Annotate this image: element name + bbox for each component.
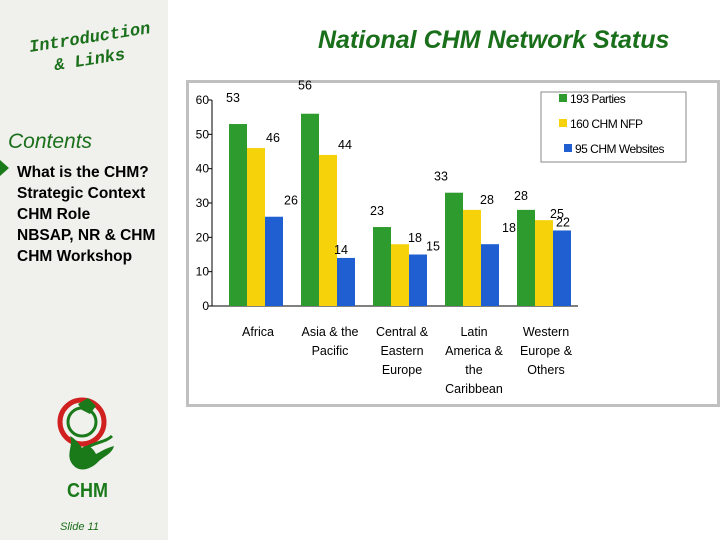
bar — [265, 216, 283, 306]
bar-value-label: 22 — [556, 215, 570, 229]
y-tick-label: 10 — [196, 265, 210, 279]
x-category-label: the — [465, 363, 482, 377]
slide-title: National CHM Network Status — [318, 26, 670, 54]
bar-value-label: 56 — [298, 80, 312, 93]
nav-item-what-is-chm[interactable]: What is the CHM? — [17, 164, 149, 181]
legend-swatch — [559, 119, 567, 127]
bar — [535, 220, 553, 306]
bar-value-label: 44 — [338, 138, 352, 152]
x-category-label: Eastern — [380, 344, 423, 358]
bar — [517, 209, 535, 306]
legend-swatch — [564, 144, 572, 152]
bar-value-label: 18 — [408, 231, 422, 245]
bar-value-label: 15 — [426, 240, 440, 254]
contents-heading: Contents — [8, 130, 93, 153]
bar — [481, 244, 499, 306]
y-tick-label: 0 — [202, 299, 209, 313]
bar-value-label: 26 — [284, 194, 298, 208]
x-category-label: Others — [527, 363, 565, 377]
chm-logo-text: CHM — [67, 480, 108, 502]
bar-value-label: 46 — [266, 131, 280, 145]
nav-item-nbsap[interactable]: NBSAP, NR & CHM — [17, 227, 156, 244]
nav-item-chm-role[interactable]: CHM Role — [17, 206, 91, 223]
nav-item-chm-workshop[interactable]: CHM Workshop — [17, 248, 133, 265]
bar — [445, 192, 463, 306]
x-category-label: Central & — [376, 325, 429, 339]
bar-value-label: 25 — [550, 207, 564, 221]
x-category-label: Europe & — [520, 344, 573, 358]
introduction-links-text[interactable]: Introduction & Links — [28, 14, 168, 84]
bar-value-label: 28 — [480, 193, 494, 207]
y-tick-label: 50 — [196, 127, 210, 141]
x-category-label: Pacific — [312, 344, 349, 358]
legend-label: 160 CHM NFP — [570, 117, 643, 131]
y-tick-label: 20 — [196, 230, 210, 244]
bar — [373, 227, 391, 306]
bar-value-label: 33 — [434, 170, 448, 184]
contents-nav: What is the CHM? Strategic Context CHM R… — [17, 162, 155, 267]
bar-value-label: 28 — [514, 189, 528, 203]
bar — [553, 230, 571, 306]
bar — [301, 113, 319, 306]
bar-value-label: 53 — [226, 91, 240, 105]
nav-item-strategic-context[interactable]: Strategic Context — [17, 185, 146, 202]
x-category-label: Western — [523, 325, 569, 339]
bar — [463, 209, 481, 306]
bar-value-label: 18 — [502, 221, 516, 235]
bar-value-label: 23 — [370, 204, 384, 218]
x-category-label: Latin — [460, 325, 487, 339]
introduction-links-link[interactable]: Introduction & Links — [28, 14, 168, 84]
x-category-label: Caribbean — [445, 382, 503, 396]
x-category-label: America & — [445, 344, 503, 358]
x-category-label: Asia & the — [302, 325, 359, 339]
bar-value-label: 14 — [334, 243, 348, 257]
y-tick-label: 60 — [196, 93, 210, 107]
bar-chart: 0 10 20 30 40 50 60 53 46 26 56 44 14 23 18 15 33 28 18 28… — [189, 80, 717, 404]
legend-label: 193 Parties — [570, 92, 626, 106]
x-category-label: Africa — [242, 325, 274, 339]
y-tick-label: 40 — [196, 162, 210, 176]
x-category-label: Europe — [382, 363, 422, 377]
bar — [409, 254, 427, 306]
bar — [319, 154, 337, 306]
chart-legend: 193 Parties 160 CHM NFP 95 CHM Websites — [540, 91, 687, 163]
bar — [337, 257, 355, 306]
current-item-arrow-icon — [0, 160, 9, 176]
legend-label: 95 CHM Websites — [575, 142, 664, 156]
bar — [391, 244, 409, 306]
chm-logo-icon — [57, 397, 114, 470]
legend-swatch — [559, 94, 567, 102]
bar — [247, 148, 265, 306]
slide-number: Slide 11 — [60, 521, 99, 533]
bar — [229, 124, 247, 307]
y-tick-label: 30 — [196, 196, 210, 210]
sidebar: Introduction & Links Contents What is th… — [0, 0, 168, 540]
